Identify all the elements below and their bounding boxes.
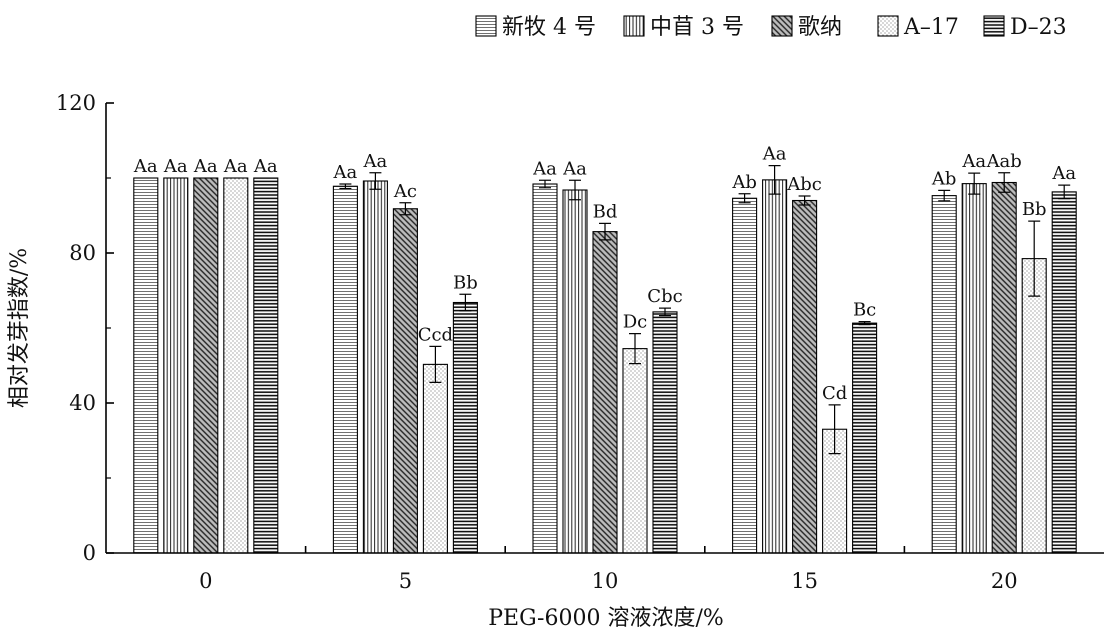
data-label: Aa <box>363 151 388 172</box>
legend-label: 新牧 4 号 <box>502 15 596 40</box>
data-label: Aa <box>163 156 188 177</box>
bar <box>562 189 588 554</box>
x-axis-label: PEG-6000 溶液浓度/% <box>488 606 724 631</box>
x-tick-label: 0 <box>199 569 212 593</box>
legend-label: 中苜 3 号 <box>650 15 744 40</box>
bar <box>362 180 388 554</box>
data-label: Dc <box>623 312 648 333</box>
bar <box>163 177 189 554</box>
bar <box>792 199 818 554</box>
data-label: Ccd <box>418 324 453 345</box>
bar <box>452 301 478 554</box>
legend: 新牧 4 号 中苜 3 号 歌纳 A–17 D–23 <box>475 15 1067 40</box>
data-label: Abc <box>786 174 822 195</box>
y-tick-label: 40 <box>69 391 96 415</box>
data-label: Cbc <box>647 286 682 307</box>
data-label: Aa <box>532 158 557 179</box>
x-tick-label: 10 <box>592 569 619 593</box>
data-label: Aa <box>762 144 787 165</box>
data-label: Aa <box>253 156 278 177</box>
data-label: Cd <box>822 383 847 404</box>
bar <box>991 181 1017 554</box>
data-label: Aa <box>1051 163 1076 184</box>
legend-swatch <box>623 15 645 37</box>
bar <box>732 197 758 554</box>
data-label: Aa <box>961 151 986 172</box>
bar <box>1021 258 1047 554</box>
bar <box>961 183 987 554</box>
bar <box>223 177 249 554</box>
axes: 0 40 80 120 0 5 10 15 20 <box>56 91 1104 593</box>
bar <box>392 208 418 554</box>
bar <box>332 185 358 554</box>
y-tick-label: 80 <box>69 241 96 265</box>
legend-label: 歌纳 <box>798 15 842 40</box>
bar <box>592 231 618 554</box>
data-label: Aa <box>562 158 587 179</box>
bar <box>622 348 648 554</box>
legend-swatch <box>983 15 1005 37</box>
x-tick-label: 15 <box>791 569 818 593</box>
bar <box>1051 191 1077 554</box>
bar <box>193 177 219 554</box>
data-label: Ac <box>393 181 417 202</box>
data-label: Aab <box>986 151 1022 172</box>
data-label: Aa <box>133 156 158 177</box>
x-tick-label: 20 <box>991 569 1018 593</box>
legend-swatch <box>877 15 899 37</box>
data-label: Aa <box>333 162 358 183</box>
bar <box>852 322 878 554</box>
data-label: Aa <box>223 156 248 177</box>
legend-swatch <box>475 15 497 37</box>
y-tick-label: 120 <box>56 91 96 115</box>
bar <box>133 177 159 554</box>
data-label: Bd <box>593 201 618 222</box>
data-label: Aa <box>193 156 218 177</box>
bar <box>532 183 558 554</box>
data-label: Bb <box>1022 199 1047 220</box>
data-label: Ab <box>731 172 757 193</box>
y-tick-label: 0 <box>83 541 96 565</box>
x-tick-label: 5 <box>399 569 412 593</box>
bar <box>652 311 678 554</box>
data-label: Bb <box>453 272 478 293</box>
data-label: Bc <box>853 300 876 321</box>
legend-swatch <box>771 15 793 37</box>
y-axis-label: 相对发芽指数/% <box>7 248 32 408</box>
bar <box>422 363 448 554</box>
legend-label: A–17 <box>903 15 959 40</box>
data-label: Ab <box>931 168 957 189</box>
legend-label: D–23 <box>1010 15 1067 40</box>
bar <box>931 195 957 554</box>
bar <box>253 177 279 554</box>
bar <box>762 179 788 554</box>
